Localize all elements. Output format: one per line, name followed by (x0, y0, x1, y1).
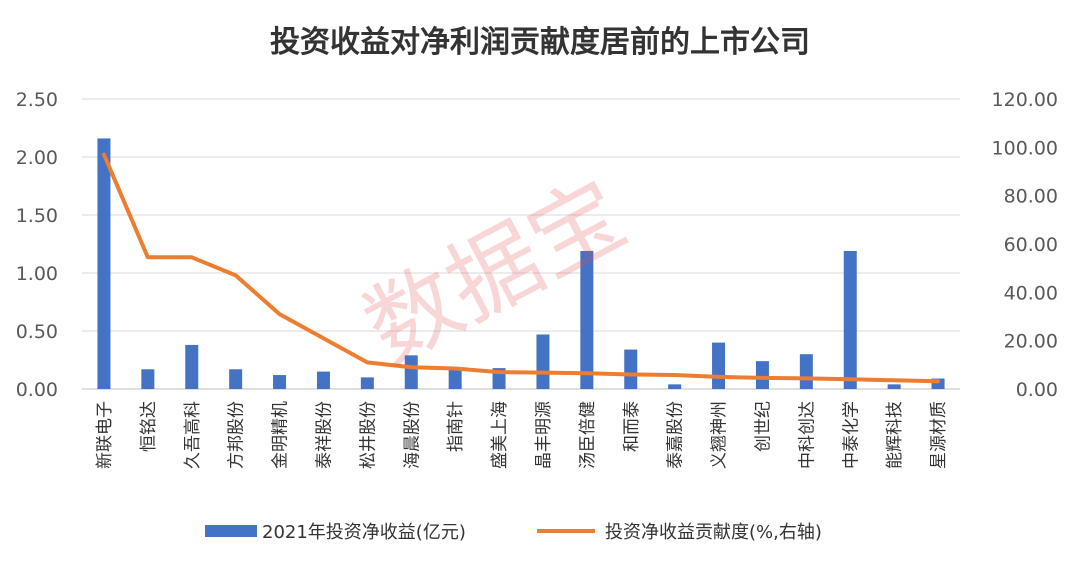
series-line (102, 152, 940, 384)
bar (448, 369, 462, 389)
bar (580, 250, 594, 389)
category-label: 海晨股份 (402, 401, 422, 469)
category-label: 松井股份 (358, 401, 378, 469)
bar (185, 344, 199, 389)
legend-bar-swatch (205, 525, 257, 537)
left-tick-label: 1.00 (16, 263, 58, 285)
bar (931, 378, 945, 389)
category-label: 和而泰 (622, 401, 642, 452)
bar (536, 334, 550, 389)
bar (712, 342, 726, 389)
left-tick-label: 1.50 (16, 205, 58, 227)
bar (624, 349, 638, 389)
category-label: 能辉科技 (885, 401, 905, 469)
left-tick-label: 2.00 (16, 147, 58, 169)
bar (887, 384, 901, 389)
category-label: 泰嘉股份 (666, 401, 686, 469)
right-axis-ticks: 0.00 20.00 40.00 60.00 80.00 100.00 120.00 (992, 89, 1058, 401)
category-label: 晶丰明源 (534, 401, 554, 469)
bar (668, 384, 682, 389)
right-tick-label: 100.00 (992, 137, 1058, 159)
bar (404, 355, 418, 389)
legend-line-label: 投资净收益贡献度(%,右轴) (605, 522, 822, 543)
right-tick-label: 40.00 (1004, 282, 1058, 304)
bar (316, 371, 330, 389)
left-tick-label: 0.50 (16, 321, 58, 343)
left-axis-ticks: 0.00 0.50 1.00 1.50 2.00 2.50 (16, 89, 58, 401)
category-label: 创世纪 (753, 401, 773, 452)
category-label: 中科创达 (797, 401, 817, 469)
chart-title: 投资收益对净利润贡献度居前的上市公司 (270, 25, 810, 60)
category-label: 新联电子 (95, 401, 115, 469)
bar (360, 377, 374, 389)
left-tick-label: 0.00 (16, 379, 58, 401)
category-label: 泰祥股份 (314, 401, 334, 469)
bar (843, 250, 857, 389)
bar (229, 369, 243, 389)
bar (799, 354, 813, 389)
bar (755, 361, 769, 389)
bar (97, 138, 111, 389)
right-tick-label: 60.00 (1004, 234, 1058, 256)
category-label: 汤臣倍健 (578, 401, 598, 469)
watermark: 数据宝 (348, 160, 642, 384)
category-label: 义翘神州 (710, 401, 730, 469)
legend: 2021年投资净收益(亿元) 投资净收益贡献度(%,右轴) (205, 522, 822, 543)
category-label: 方邦股份 (227, 401, 247, 469)
category-label: 盛美上海 (490, 401, 510, 469)
line-series (102, 152, 940, 384)
right-tick-label: 0.00 (1016, 379, 1058, 401)
bar-series (97, 138, 945, 389)
right-tick-label: 120.00 (992, 89, 1058, 111)
category-label: 金明精机 (271, 401, 291, 469)
right-tick-label: 20.00 (1004, 331, 1058, 353)
legend-bar-label: 2021年投资净收益(亿元) (262, 522, 466, 543)
left-tick-label: 2.50 (16, 89, 58, 111)
category-label: 指南针 (446, 401, 466, 452)
category-label: 星源材质 (929, 401, 949, 469)
category-label: 中泰化学 (841, 401, 861, 469)
category-labels: 新联电子 恒铭达 久吾高科 方邦股份 金明精机 泰祥股份 松井股份 海晨股份 指南针 盛美上海 晶丰… (95, 401, 949, 469)
category-label: 久吾高科 (183, 401, 203, 469)
bar (273, 375, 287, 389)
category-label: 恒铭达 (139, 401, 159, 452)
right-tick-label: 80.00 (1004, 186, 1058, 208)
bar (141, 369, 155, 389)
